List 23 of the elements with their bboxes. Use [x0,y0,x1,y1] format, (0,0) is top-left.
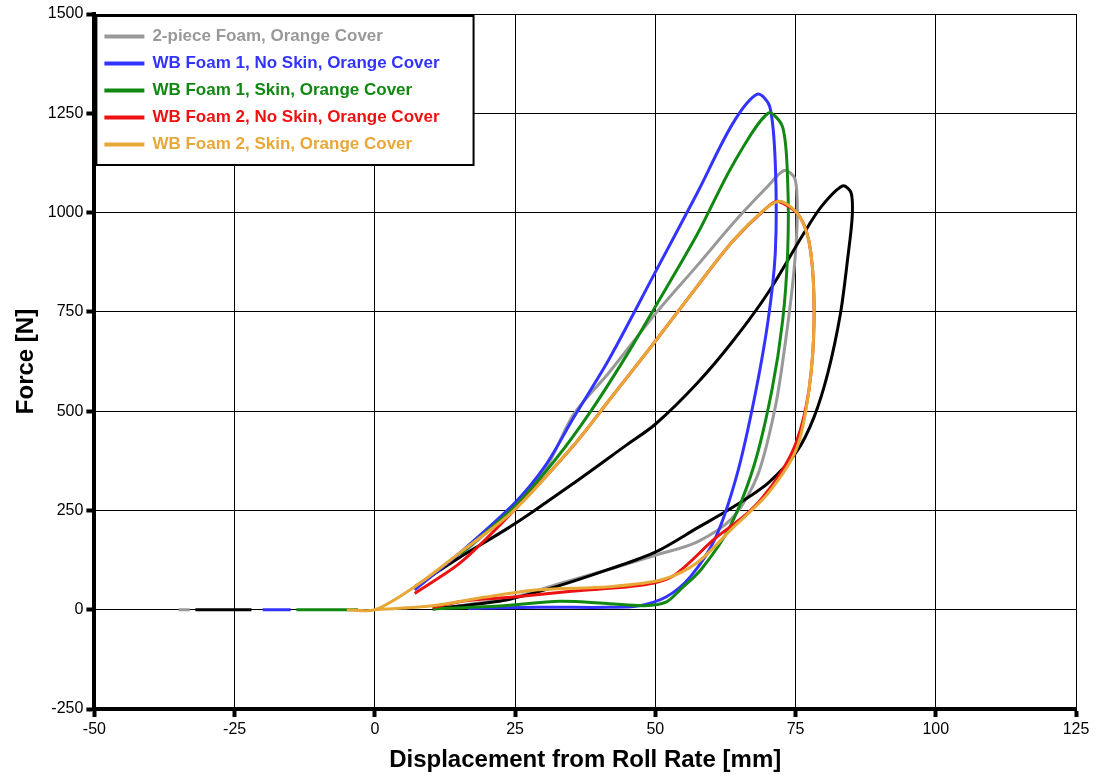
x-tick-label: 50 [646,720,665,738]
x-tick-label: 0 [370,720,380,738]
y-tick-label: 1250 [47,103,84,121]
y-tick-label: 250 [56,500,84,518]
y-tick-label: 1000 [47,202,84,220]
x-tick-label: 25 [506,720,525,738]
x-axis-title: Displacement from Roll Rate [mm] [389,745,782,773]
x-tick-label: 100 [922,720,950,738]
legend-label: WB Foam 1, No Skin, Orange Cover [152,53,440,73]
x-tick-label: -50 [82,720,107,738]
y-tick-label: 1500 [47,4,84,22]
x-tick-label: 75 [786,720,805,738]
y-tick-label: 750 [56,302,84,320]
y-tick-label: -250 [51,699,84,717]
y-axis-title: Force [N] [11,308,39,415]
y-tick-label: 0 [74,600,84,618]
x-tick-label: -25 [223,720,247,738]
legend-label: WB Foam 1, Skin, Orange Cover [152,80,413,100]
x-tick-label: 125 [1062,720,1090,738]
legend-label: WB Foam 2, Skin, Orange Cover [152,134,413,154]
legend-label: 2-piece Foam, Orange Cover [152,26,384,46]
y-tick-label: 500 [56,401,84,419]
legend-label: WB Foam 2, No Skin, Orange Cover [152,107,440,127]
